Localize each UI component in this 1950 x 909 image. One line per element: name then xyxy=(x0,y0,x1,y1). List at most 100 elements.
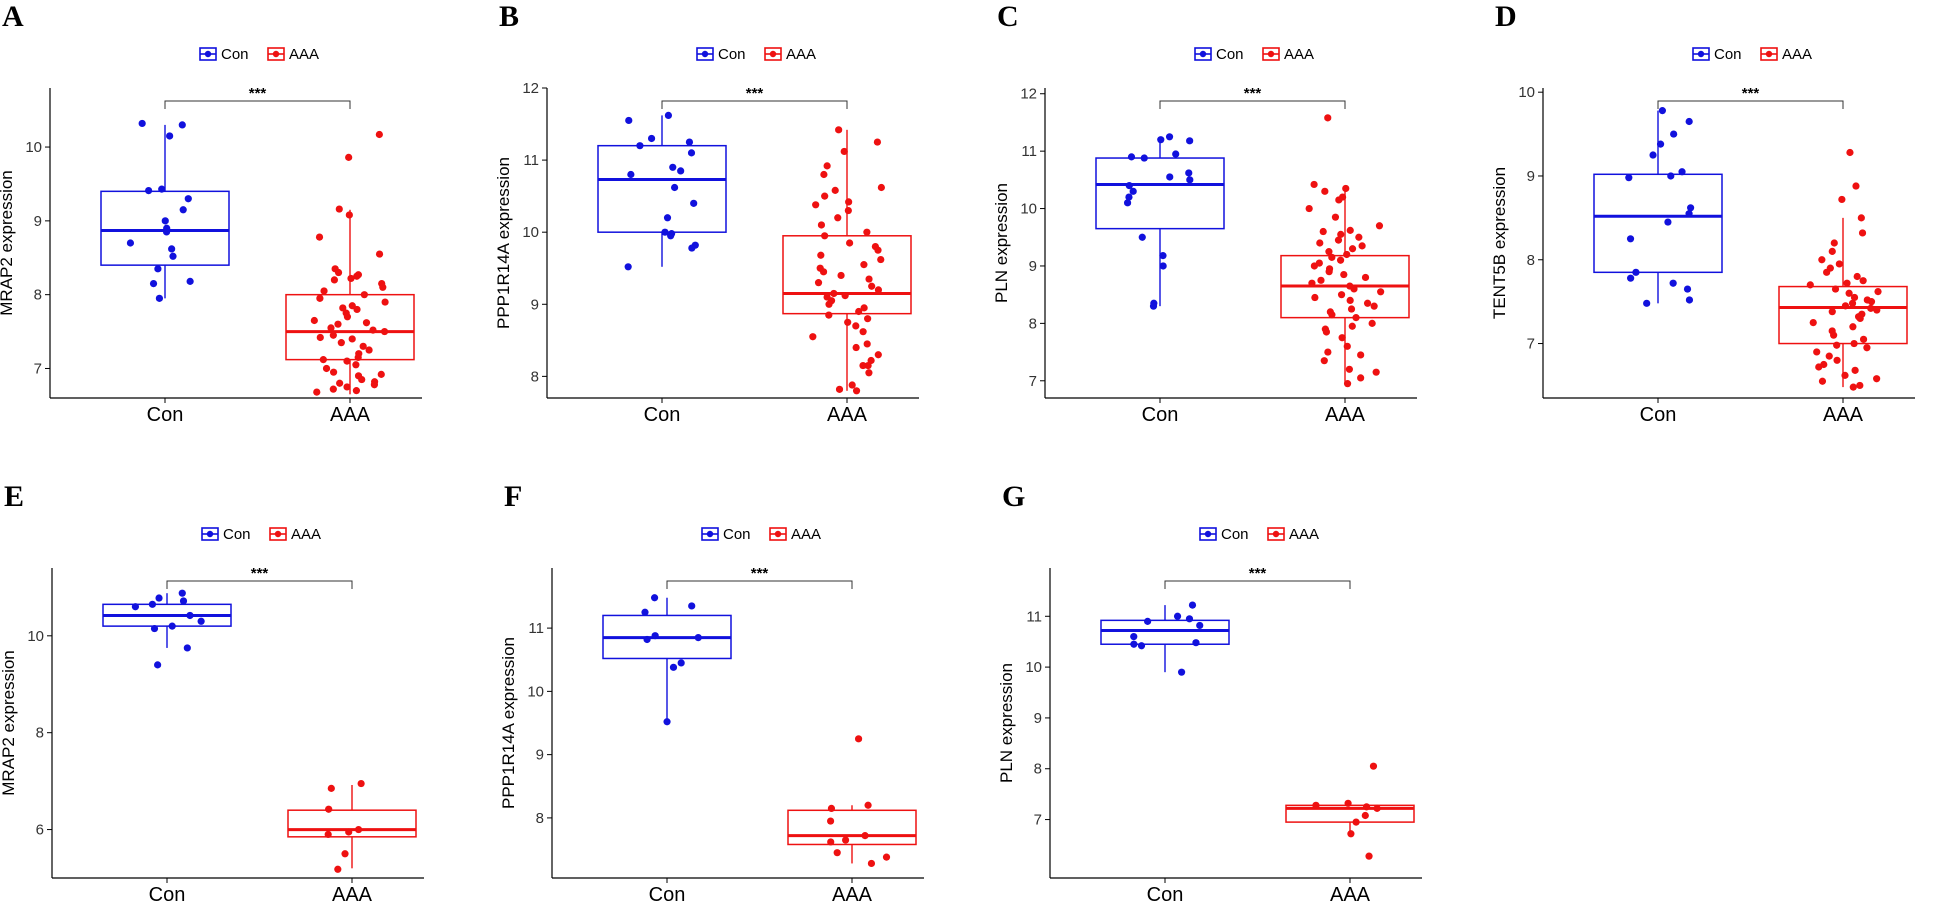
data-point xyxy=(1321,187,1329,195)
data-point xyxy=(343,313,352,321)
data-point xyxy=(359,342,367,350)
y-tick-label: 11 xyxy=(528,620,544,637)
data-point xyxy=(1863,344,1871,352)
data-point xyxy=(819,268,828,276)
data-point xyxy=(155,594,163,602)
data-point xyxy=(1186,137,1194,145)
data-point xyxy=(1853,272,1861,281)
iqr-box xyxy=(787,809,917,846)
data-point xyxy=(1350,285,1358,293)
data-point xyxy=(1337,230,1345,238)
x-tick-label-aaa: AAA xyxy=(827,404,868,426)
data-point xyxy=(365,346,373,354)
data-point xyxy=(354,353,362,362)
data-point xyxy=(1656,140,1665,148)
data-point xyxy=(154,265,162,273)
data-point xyxy=(825,311,833,319)
data-point xyxy=(1347,305,1356,313)
data-point xyxy=(1867,304,1875,312)
legend-label-aaa: AAA xyxy=(1289,526,1319,543)
data-point xyxy=(1658,107,1666,115)
data-point xyxy=(352,361,360,369)
data-point xyxy=(1324,348,1332,356)
x-tick-label-con: Con xyxy=(149,884,186,906)
box-con xyxy=(1100,601,1230,676)
data-point xyxy=(874,286,883,294)
y-tick-label: 10 xyxy=(522,224,539,241)
data-point xyxy=(864,801,872,809)
data-point xyxy=(330,276,339,284)
bracket-line xyxy=(1657,100,1844,109)
data-point xyxy=(155,294,164,302)
box-con xyxy=(602,594,732,726)
panel-a: A Con AAA 7 8 9 10 MRAP2 expression Con AAA *** xyxy=(0,0,422,426)
data-point xyxy=(664,111,673,119)
data-point xyxy=(126,239,135,247)
data-point xyxy=(1830,331,1838,339)
data-point xyxy=(343,357,351,365)
data-point xyxy=(865,369,873,377)
significance-bracket: *** xyxy=(661,85,848,109)
panel-letter: C xyxy=(997,0,1019,33)
data-point xyxy=(1345,365,1353,373)
data-point xyxy=(1305,204,1313,213)
data-point xyxy=(1173,612,1182,620)
significance-stars: *** xyxy=(1244,85,1262,102)
y-tick-label: 9 xyxy=(1034,710,1042,727)
data-point xyxy=(1352,314,1360,322)
legend: Con AAA xyxy=(696,46,816,63)
y-tick-label: 8 xyxy=(1034,761,1042,778)
y-tick-label: 10 xyxy=(25,139,42,156)
data-point xyxy=(161,217,169,225)
data-point xyxy=(855,307,863,316)
panel-letter: E xyxy=(4,480,24,513)
data-point xyxy=(1818,256,1826,264)
data-point xyxy=(1841,302,1850,310)
data-point xyxy=(316,294,324,302)
data-point xyxy=(1377,288,1385,296)
data-point xyxy=(184,195,192,203)
data-point xyxy=(860,304,868,312)
x-tick-label-aaa: AAA xyxy=(332,884,373,906)
data-point xyxy=(381,298,389,306)
data-point xyxy=(1856,381,1864,390)
data-point xyxy=(1841,371,1849,379)
data-point xyxy=(1192,639,1200,647)
data-point xyxy=(1809,318,1817,327)
data-point xyxy=(812,201,820,209)
panel-letter: G xyxy=(1002,480,1025,513)
data-point xyxy=(1830,239,1838,247)
data-point xyxy=(1352,818,1360,826)
x-tick-label-con: Con xyxy=(649,884,686,906)
data-point xyxy=(186,611,194,620)
data-point xyxy=(1346,226,1354,234)
data-point xyxy=(1343,342,1351,350)
panel-b: B Con AAA 8 9 10 11 12 PPP1R14A expression Con AAA… xyxy=(494,0,919,426)
data-point xyxy=(1308,279,1316,287)
data-point xyxy=(1129,187,1137,195)
data-point xyxy=(863,340,871,348)
data-point xyxy=(179,597,188,605)
data-point xyxy=(868,282,876,290)
legend-label-aaa: AAA xyxy=(786,46,816,63)
legend-key-dot xyxy=(274,530,282,538)
data-point xyxy=(1664,218,1672,226)
data-point xyxy=(322,364,331,373)
data-point xyxy=(319,356,327,364)
legend-label-aaa: AAA xyxy=(1782,46,1812,63)
bracket-line xyxy=(666,580,853,589)
legend-key-dot xyxy=(1199,50,1207,58)
data-point xyxy=(852,387,861,395)
legend: Con AAA xyxy=(701,526,821,543)
data-point xyxy=(854,735,863,743)
panel-letter: D xyxy=(1495,0,1517,33)
data-point xyxy=(814,279,823,287)
data-point xyxy=(1331,213,1340,221)
box-aaa xyxy=(1285,762,1415,860)
data-point xyxy=(1372,368,1380,376)
legend-key-dot xyxy=(1765,50,1773,58)
data-point xyxy=(831,186,839,194)
data-point xyxy=(820,170,828,179)
legend-label-aaa: AAA xyxy=(289,46,319,63)
data-point xyxy=(687,149,696,157)
